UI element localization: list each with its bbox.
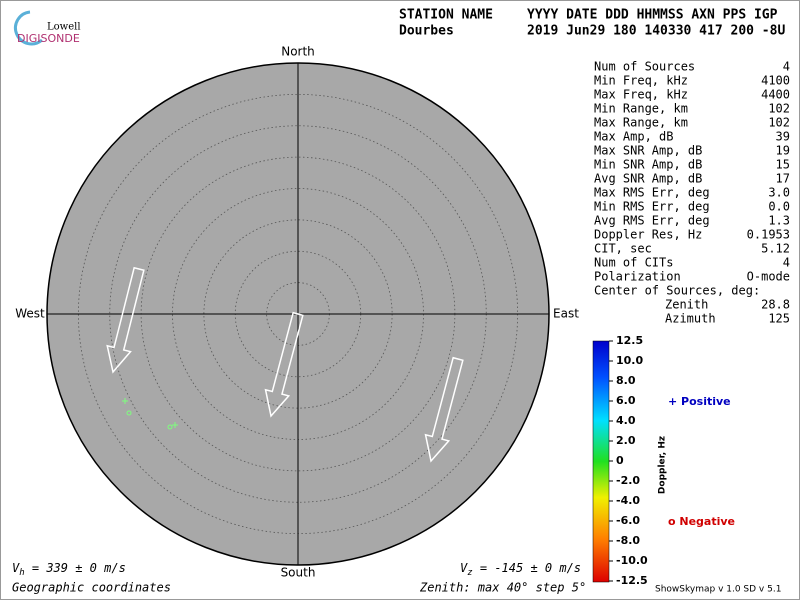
colorbar-tick-label: 8.0 [616, 374, 636, 387]
logo-line1: Lowell [47, 22, 81, 33]
colorbar-tick-label: -4.0 [616, 494, 640, 507]
stat-value: 125 [768, 312, 790, 326]
source-plus [172, 422, 178, 428]
stat-value: 39 [776, 130, 790, 144]
vz: Vz = -145 ± 0 m/s [460, 561, 581, 578]
logo-line2: DIGISONDE [17, 32, 80, 45]
stat-value: 17 [776, 172, 790, 186]
stat-label: Avg RMS Err, deg [594, 214, 710, 228]
colorbar-tick-label: 12.5 [616, 334, 643, 347]
source-plus [122, 398, 128, 404]
stat-label: Min Freq, kHz [594, 74, 688, 88]
stat-label: CIT, sec [594, 242, 652, 256]
source-circle [167, 424, 173, 430]
stat-label: Polarization [594, 270, 681, 284]
stat-label: Max SNR Amp, dB [594, 144, 702, 158]
stat-value: 0.0 [768, 200, 790, 214]
colorbar-tick-label: -10.0 [616, 554, 648, 567]
velocity-arrow [424, 356, 464, 463]
legend-negative: o Negative [668, 515, 735, 528]
station: Dourbes [399, 24, 454, 39]
sources [122, 398, 178, 430]
stat-value: 4100 [761, 74, 790, 88]
stat-label: Max RMS Err, deg [594, 186, 710, 200]
logo-arc [14, 10, 43, 46]
dir-label: West [15, 307, 45, 321]
colorbar [592, 340, 610, 583]
legend-positive: + Positive [668, 395, 731, 408]
vh: Vh = 339 ± 0 m/s [12, 561, 126, 578]
version: ShowSkymap v 1.0 SD v 5.1 [655, 585, 781, 595]
colorbar-tick-label: -6.0 [616, 514, 640, 527]
stat-value: 4400 [761, 88, 790, 102]
stat-value: 4 [783, 256, 790, 270]
source-circle [126, 410, 132, 416]
stat-value: 3.0 [768, 186, 790, 200]
stat-label: Max Range, km [594, 116, 688, 130]
colorbar-tick-label: -8.0 [616, 534, 640, 547]
stat-label: Doppler Res, Hz [594, 228, 702, 242]
colorbar-tick-label: 10.0 [616, 354, 643, 367]
colorbar-tick-label: 6.0 [616, 394, 636, 407]
stat-value: 0.1953 [747, 228, 790, 242]
header-values: 2019 Jun29 180 140330 417 200 -8U [527, 24, 785, 39]
stat-value: 1.3 [768, 214, 790, 228]
stat-label: Azimuth [665, 312, 716, 326]
colorbar-tick-label: 4.0 [616, 414, 636, 427]
colorbar-tick-label: -2.0 [616, 474, 640, 487]
stat-value: 15 [776, 158, 790, 172]
velocity-arrow [264, 311, 304, 418]
colorbar-tick-label: 2.0 [616, 434, 636, 447]
dir-label: South [281, 566, 316, 580]
stat-value: O-mode [747, 270, 790, 284]
stat-label: Max Freq, kHz [594, 88, 688, 102]
stat-label: Num of Sources [594, 60, 695, 74]
stat-label: Num of CITs [594, 256, 673, 270]
colorbar-title: Doppler, Hz [658, 436, 668, 494]
stat-value: 19 [776, 144, 790, 158]
stat-label: Zenith [665, 298, 708, 312]
center-title: Center of Sources, deg: [594, 284, 760, 298]
dir-label: North [281, 45, 315, 59]
header-labels: YYYY DATE DDD HHMMSS AXN PPS IGP [527, 8, 778, 23]
stat-label: Min Range, km [594, 102, 688, 116]
stat-label: Min SNR Amp, dB [594, 158, 702, 172]
velocity-arrow [106, 266, 145, 374]
stat-value: 102 [768, 116, 790, 130]
stat-label: Avg SNR Amp, dB [594, 172, 702, 186]
stat-value: 28.8 [761, 298, 790, 312]
coords: Geographic coordinates [12, 581, 171, 595]
colorbar-tick-label: -12.5 [616, 574, 648, 587]
colorbar-tick-label: 0 [616, 454, 624, 467]
stat-value: 4 [783, 60, 790, 74]
zenith-info: Zenith: max 40° step 5° [419, 581, 586, 595]
stat-label: Max Amp, dB [594, 130, 673, 144]
stat-value: 5.12 [761, 242, 790, 256]
header-labels: STATION NAME [399, 8, 493, 23]
dir-label: East [553, 307, 579, 321]
stat-value: 102 [768, 102, 790, 116]
stat-label: Min RMS Err, deg [594, 200, 710, 214]
